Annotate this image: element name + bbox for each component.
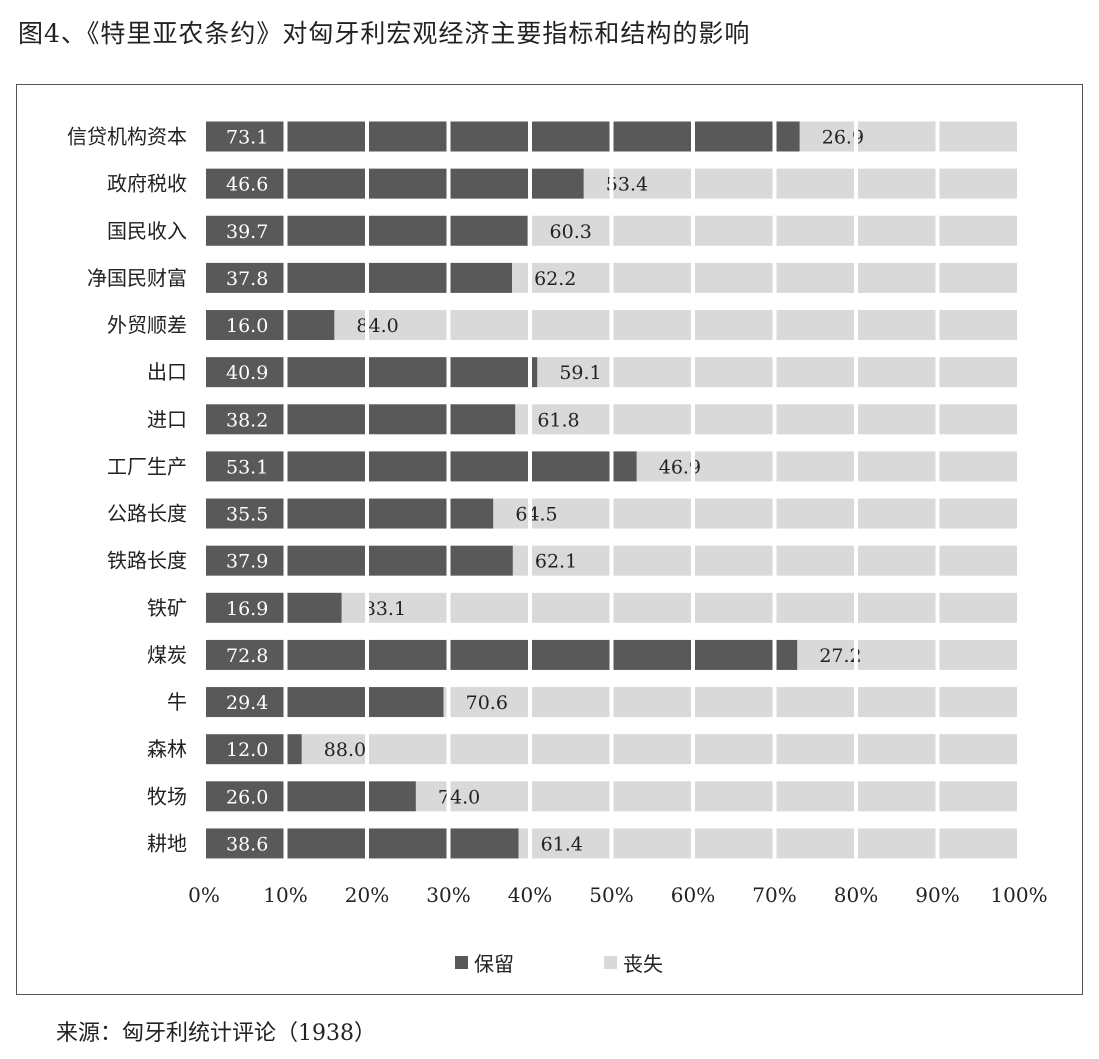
category-label: 信贷机构资本 [67,125,187,149]
bar-retained [204,828,519,859]
bar-retained [204,168,584,199]
stacked-bar-chart: 73.1 26.9 信贷机构资本 46.6 53.4 政府税收 39.7 60.3 国民收入 37… [67,121,1048,907]
bar-retained [204,687,444,718]
bar-lost [583,168,1019,199]
bar-retained [204,451,637,482]
data-label-retained: 46.6 [226,174,268,196]
data-label-retained: 73.1 [226,127,268,149]
bar-retained [204,592,342,623]
data-label-lost: 74.0 [438,786,480,808]
category-label: 牛 [167,690,187,714]
category-label: 工厂生产 [107,454,187,478]
category-label: 政府税收 [107,172,187,196]
data-label-retained: 37.8 [226,268,268,290]
data-label-retained: 37.9 [226,551,268,573]
category-label: 净国民财富 [87,266,187,290]
category-label: 国民收入 [107,219,187,243]
bar-retained [204,545,513,576]
data-label-retained: 38.2 [226,409,268,431]
data-label-lost: 64.5 [515,504,557,526]
data-label-lost: 70.6 [466,692,508,714]
category-label: 公路长度 [107,502,187,526]
x-tick-label: 100% [990,883,1047,907]
data-label-retained: 35.5 [226,504,268,526]
data-label-lost: 60.3 [550,221,592,243]
data-label-lost: 84.0 [356,315,398,337]
source-note: 来源：匈牙利统计评论（1938） [56,1021,376,1046]
data-label-retained: 72.8 [226,645,268,667]
data-label-lost: 62.1 [535,551,577,573]
data-label-lost: 83.1 [364,598,406,620]
chart-frame [16,84,1083,995]
bar-lost [493,498,1019,529]
x-tick-label: 30% [426,883,470,907]
data-label-lost: 88.0 [324,739,366,761]
bar-lost [512,545,1019,576]
legend: 保留 丧失 [455,948,753,977]
data-label-lost: 46.9 [659,456,701,478]
bar-retained [204,310,335,341]
data-label-lost: 59.1 [559,362,601,384]
x-tick-label: 60% [671,883,715,907]
data-label-lost: 26.9 [822,127,864,149]
category-label: 出口 [147,360,187,384]
bar-retained [204,639,798,670]
bar-lost [443,687,1019,718]
figure-title: 图4、《特里亚农条约》对匈牙利宏观经济主要指标和结构的影响 [18,19,751,48]
data-label-retained: 16.0 [226,315,268,337]
legend-item-lost: 丧失 [604,948,663,977]
data-label-retained: 16.9 [226,598,268,620]
category-label: 煤炭 [147,643,187,667]
legend-label-retained: 保留 [474,952,514,976]
data-label-lost: 61.4 [541,833,583,855]
bar-retained [204,781,416,812]
data-label-lost: 53.4 [606,174,648,196]
legend-label-lost: 丧失 [623,952,663,976]
data-label-lost: 62.2 [534,268,576,290]
legend-swatch-lost [604,956,617,969]
x-tick-label: 90% [915,883,959,907]
data-label-retained: 38.6 [226,833,268,855]
bar-lost [301,734,1019,765]
bar-lost [797,639,1019,670]
bar-lost [341,592,1019,623]
category-label: 铁矿 [147,596,187,620]
category-label: 牧场 [147,784,187,808]
bar-lost [415,781,1019,812]
data-label-retained: 40.9 [226,362,268,384]
bar-lost [636,451,1019,482]
bar-lost [799,121,1019,152]
bar-lost [334,310,1019,341]
data-label-lost: 61.8 [537,409,579,431]
category-label: 进口 [147,407,187,431]
legend-swatch-retained [455,956,468,969]
data-label-retained: 12.0 [226,739,268,761]
data-label-retained: 53.1 [226,456,268,478]
bar-retained [204,404,516,435]
category-label: 森林 [147,737,187,761]
category-label: 外贸顺差 [107,313,187,337]
x-tick-label: 80% [834,883,878,907]
legend-item-retained: 保留 [455,948,514,977]
bar-retained [204,498,494,529]
bar-lost [518,828,1019,859]
data-label-retained: 29.4 [226,692,268,714]
bar-retained [204,121,800,152]
data-label-retained: 39.7 [226,221,268,243]
data-label-lost: 27.2 [819,645,861,667]
x-tick-label: 10% [263,883,307,907]
x-tick-label: 20% [345,883,389,907]
x-tick-label: 70% [752,883,796,907]
data-label-retained: 26.0 [226,786,268,808]
x-tick-label: 40% [508,883,552,907]
bar-retained [204,357,538,388]
category-label: 铁路长度 [107,549,187,573]
x-tick-label: 50% [589,883,633,907]
category-label: 耕地 [147,831,187,855]
bar-retained [204,262,513,293]
bar-lost [512,262,1019,293]
bar-lost [515,404,1019,435]
x-tick-label: 0% [188,883,220,907]
